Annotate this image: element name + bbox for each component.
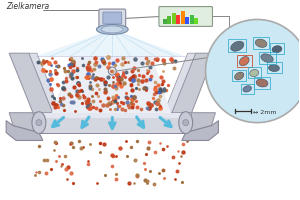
- Ellipse shape: [256, 79, 268, 87]
- Polygon shape: [172, 53, 214, 113]
- Bar: [237, 55, 252, 67]
- Polygon shape: [9, 113, 39, 133]
- Polygon shape: [39, 113, 186, 118]
- Polygon shape: [51, 56, 172, 116]
- Bar: [267, 62, 282, 73]
- Circle shape: [206, 19, 300, 123]
- Bar: [163, 19, 167, 24]
- Circle shape: [36, 120, 42, 126]
- FancyBboxPatch shape: [159, 7, 212, 26]
- Polygon shape: [186, 113, 215, 133]
- Bar: [194, 18, 198, 24]
- Bar: [181, 11, 185, 24]
- Bar: [172, 13, 176, 24]
- Bar: [167, 16, 171, 24]
- Ellipse shape: [261, 54, 273, 62]
- Ellipse shape: [96, 24, 128, 34]
- Ellipse shape: [235, 72, 244, 80]
- Polygon shape: [29, 53, 61, 113]
- Ellipse shape: [250, 69, 259, 77]
- Bar: [185, 17, 189, 24]
- Bar: [254, 77, 270, 89]
- Text: Zielkamera: Zielkamera: [6, 2, 49, 11]
- Ellipse shape: [255, 39, 267, 47]
- Polygon shape: [36, 29, 185, 56]
- Ellipse shape: [268, 65, 279, 72]
- Ellipse shape: [179, 112, 193, 134]
- Bar: [176, 15, 180, 24]
- Polygon shape: [164, 53, 196, 113]
- Ellipse shape: [272, 46, 282, 53]
- Bar: [270, 43, 284, 54]
- Ellipse shape: [101, 26, 123, 33]
- Bar: [190, 15, 194, 24]
- Ellipse shape: [243, 86, 251, 92]
- Bar: [259, 52, 276, 64]
- Ellipse shape: [239, 56, 249, 66]
- FancyBboxPatch shape: [99, 9, 126, 28]
- Bar: [232, 70, 246, 81]
- Ellipse shape: [231, 41, 244, 51]
- Bar: [228, 39, 246, 52]
- Bar: [248, 67, 261, 78]
- Polygon shape: [9, 53, 53, 113]
- Text: ↔ 2mm: ↔ 2mm: [253, 110, 277, 115]
- FancyBboxPatch shape: [103, 12, 122, 24]
- Polygon shape: [6, 121, 43, 140]
- Polygon shape: [39, 113, 186, 133]
- Bar: [241, 84, 254, 94]
- Polygon shape: [182, 121, 218, 140]
- Circle shape: [183, 120, 189, 126]
- Ellipse shape: [32, 112, 46, 134]
- Bar: [253, 37, 269, 49]
